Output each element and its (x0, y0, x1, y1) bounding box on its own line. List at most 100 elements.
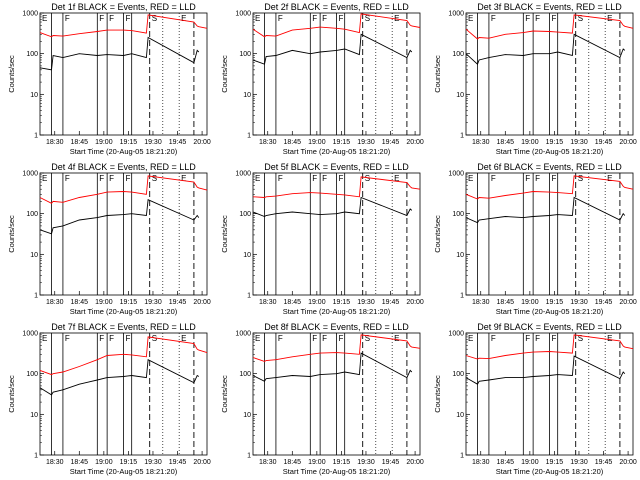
y-tick-label: 100 (239, 211, 251, 218)
x-axis-label: Start Time (20-Aug-05 18:21:20) (70, 307, 178, 316)
event-marker-label: E (42, 334, 47, 343)
x-tick-label: 18:30 (259, 299, 277, 306)
y-axis-label: Counts/sec (433, 55, 442, 93)
event-marker-label: F (491, 14, 496, 23)
event-marker-label: F (535, 174, 540, 183)
y-tick-label: 10 (30, 412, 38, 419)
detector-chart: Det 3f BLACK = Events, RED = LLD 1 10 100 10… (433, 2, 637, 156)
event-marker-label: F (278, 334, 283, 343)
y-tick-label: 1 (247, 453, 251, 460)
x-tick-label: 19:45 (595, 299, 613, 306)
y-axis-label: Counts/sec (220, 55, 229, 93)
lld-series-line (252, 13, 421, 38)
x-tick-label: 19:45 (595, 459, 613, 466)
x-tick-label: 19:00 (521, 459, 539, 466)
lld-series-line (465, 334, 634, 360)
y-tick-label: 100 (26, 371, 38, 378)
event-marker-label: E (42, 14, 47, 23)
x-tick-label: 18:30 (46, 299, 64, 306)
x-tick-label: 20:00 (193, 459, 211, 466)
x-tick-label: 20:00 (619, 139, 637, 146)
event-marker-label: F (126, 334, 131, 343)
event-marker-label: E (181, 14, 186, 23)
lld-series-line (465, 175, 634, 200)
event-marker-label: F (278, 14, 283, 23)
event-marker-label: E (394, 174, 399, 183)
event-marker-label: F (312, 334, 317, 343)
x-tick-label: 19:45 (595, 139, 613, 146)
detector-panel: Det 3f BLACK = Events, RED = LLD 1 10 100 10… (426, 0, 639, 160)
panel-title: Det 6f BLACK = Events, RED = LLD (477, 162, 622, 172)
y-tick-label: 100 (452, 211, 464, 218)
x-axis-label: Start Time (20-Aug-05 18:21:20) (70, 147, 178, 156)
event-marker-label: F (339, 334, 344, 343)
y-axis-label: Counts/sec (220, 375, 229, 413)
event-marker-label: F (525, 334, 530, 343)
detector-chart: Det 6f BLACK = Events, RED = LLD 1 10 100 10… (433, 162, 637, 316)
y-tick-label: 100 (452, 371, 464, 378)
event-marker-label: E (607, 174, 612, 183)
detector-panel: Det 9f BLACK = Events, RED = LLD 1 10 100 10… (426, 320, 639, 480)
x-tick-label: 19:30 (144, 139, 162, 146)
x-tick-label: 20:00 (619, 299, 637, 306)
event-marker-label: S (578, 334, 583, 343)
x-tick-label: 19:00 (95, 459, 113, 466)
panel-title: Det 9f BLACK = Events, RED = LLD (477, 322, 622, 332)
x-tick-label: 18:45 (71, 459, 89, 466)
panel-title: Det 8f BLACK = Events, RED = LLD (264, 322, 409, 332)
x-tick-label: 19:30 (144, 459, 162, 466)
x-tick-label: 19:15 (333, 459, 351, 466)
detector-panel: Det 4f BLACK = Events, RED = LLD 1 10 100 10… (0, 160, 213, 320)
x-axis-label: Start Time (20-Aug-05 18:21:20) (283, 307, 391, 316)
x-tick-label: 20:00 (193, 139, 211, 146)
x-tick-label: 19:00 (95, 139, 113, 146)
event-marker-label: S (365, 14, 370, 23)
x-tick-label: 19:30 (357, 299, 375, 306)
detector-panel: Det 8f BLACK = Events, RED = LLD 1 10 100 10… (213, 320, 426, 480)
event-marker-label: F (99, 14, 104, 23)
x-tick-label: 20:00 (406, 139, 424, 146)
x-tick-label: 20:00 (193, 299, 211, 306)
event-marker-label: F (322, 334, 327, 343)
event-marker-label: F (322, 174, 327, 183)
x-tick-label: 19:15 (120, 299, 138, 306)
detector-panel: Det 6f BLACK = Events, RED = LLD 1 10 100 10… (426, 160, 639, 320)
y-tick-label: 10 (243, 412, 251, 419)
y-tick-label: 10 (456, 92, 464, 99)
x-tick-label: 19:30 (570, 139, 588, 146)
event-marker-label: E (181, 174, 186, 183)
event-marker-label: F (339, 174, 344, 183)
event-marker-label: F (65, 334, 70, 343)
x-tick-label: 20:00 (406, 459, 424, 466)
x-tick-label: 19:45 (382, 139, 400, 146)
x-tick-label: 18:45 (284, 299, 302, 306)
x-tick-label: 19:15 (333, 299, 351, 306)
event-marker-label: S (365, 174, 370, 183)
event-marker-label: S (578, 14, 583, 23)
x-tick-label: 19:30 (570, 459, 588, 466)
y-tick-label: 100 (239, 51, 251, 58)
event-marker-label: S (578, 174, 583, 183)
x-tick-label: 19:00 (308, 139, 326, 146)
x-tick-label: 19:15 (546, 299, 564, 306)
x-tick-label: 20:00 (406, 299, 424, 306)
event-marker-label: F (278, 174, 283, 183)
y-tick-label: 1000 (448, 11, 464, 18)
events-series-line (39, 359, 200, 396)
event-marker-label: F (552, 334, 557, 343)
y-tick-label: 10 (456, 252, 464, 259)
event-marker-label: E (607, 14, 612, 23)
event-marker-label: F (525, 174, 530, 183)
x-tick-label: 19:45 (169, 299, 187, 306)
event-marker-label: E (468, 334, 473, 343)
panel-title: Det 7f BLACK = Events, RED = LLD (51, 322, 196, 332)
event-marker-label: F (491, 334, 496, 343)
x-tick-label: 19:15 (546, 139, 564, 146)
x-tick-label: 18:45 (284, 139, 302, 146)
y-tick-label: 1000 (22, 171, 38, 178)
detector-panel: Det 7f BLACK = Events, RED = LLD 1 10 100 10… (0, 320, 213, 480)
detector-chart: Det 5f BLACK = Events, RED = LLD 1 10 100 10… (220, 162, 424, 316)
y-tick-label: 1000 (448, 331, 464, 338)
panel-title: Det 3f BLACK = Events, RED = LLD (477, 2, 622, 12)
event-marker-label: F (312, 14, 317, 23)
